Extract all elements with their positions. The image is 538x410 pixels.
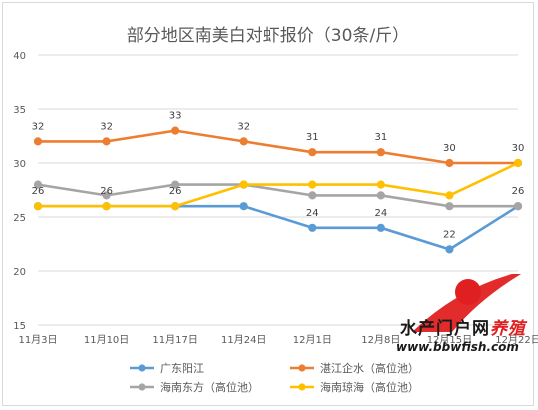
data-point [33, 202, 43, 211]
series-line [38, 204, 519, 251]
data-label: 26 [100, 186, 113, 197]
data-point [102, 202, 111, 211]
legend-label: 海南琼海（高位池） [320, 380, 419, 394]
legend-label: 海南东方（高位池） [160, 380, 259, 394]
data-label: 32 [32, 121, 45, 132]
data-point [445, 245, 454, 254]
data-point [171, 202, 180, 211]
data-point [445, 158, 454, 168]
legend-marker [138, 364, 146, 372]
legend-marker [298, 383, 306, 391]
legend-marker [138, 383, 146, 391]
data-point [376, 223, 385, 232]
data-point [171, 180, 180, 189]
data-point [308, 180, 317, 189]
y-tick-label: 15 [13, 321, 26, 332]
data-point [239, 137, 248, 146]
chart-frame [2, 2, 534, 406]
data-point [376, 180, 385, 189]
data-label: 26 [32, 186, 45, 197]
data-point [308, 223, 317, 232]
data-label: 31 [374, 132, 387, 143]
series-line [38, 129, 518, 165]
data-label: 22 [443, 229, 456, 240]
data-point [513, 202, 523, 211]
data-point [239, 202, 248, 211]
data-label: 32 [237, 121, 250, 132]
data-point [445, 191, 454, 200]
data-point [33, 180, 43, 189]
data-label: 33 [169, 111, 182, 122]
chart-title: 部分地区南美白对虾报价（30条/斤） [127, 26, 409, 46]
x-tick-label: 12月15日 [427, 334, 472, 346]
data-label: 32 [100, 121, 113, 132]
x-tick-label: 11月10日 [84, 334, 129, 346]
legend-label: 湛江企水（高位池） [320, 361, 419, 375]
data-point [308, 191, 317, 200]
y-tick-label: 30 [13, 159, 26, 170]
data-point [376, 191, 385, 200]
series-line [38, 161, 519, 208]
x-tick-label: 11月3日 [18, 334, 57, 346]
data-label: 24 [374, 208, 387, 219]
data-point [33, 137, 43, 146]
data-point [376, 148, 385, 157]
x-tick-label: 11月17日 [152, 334, 197, 346]
data-point [513, 158, 523, 168]
data-point [102, 191, 111, 200]
data-label: 30 [443, 143, 456, 154]
data-point [102, 137, 111, 146]
y-tick-label: 40 [13, 51, 26, 62]
data-point [445, 202, 454, 211]
y-tick-label: 35 [13, 105, 26, 116]
data-label: 30 [512, 143, 525, 154]
x-tick-label: 11月24日 [221, 334, 266, 346]
data-point [308, 148, 317, 157]
y-tick-label: 20 [13, 267, 26, 278]
data-label: 31 [306, 132, 319, 143]
data-label: 26 [169, 186, 182, 197]
legend-label: 广东阳江 [160, 362, 204, 375]
x-tick-label: 12月22日 [495, 334, 538, 346]
series-line [37, 183, 518, 208]
x-tick-label: 12月1日 [293, 334, 332, 346]
data-point [239, 180, 248, 189]
data-point [171, 126, 180, 135]
data-label: 26 [512, 186, 525, 197]
x-tick-label: 12月8日 [361, 334, 400, 346]
data-label: 24 [306, 208, 319, 219]
legend-marker [298, 364, 306, 372]
y-tick-label: 25 [13, 213, 26, 224]
